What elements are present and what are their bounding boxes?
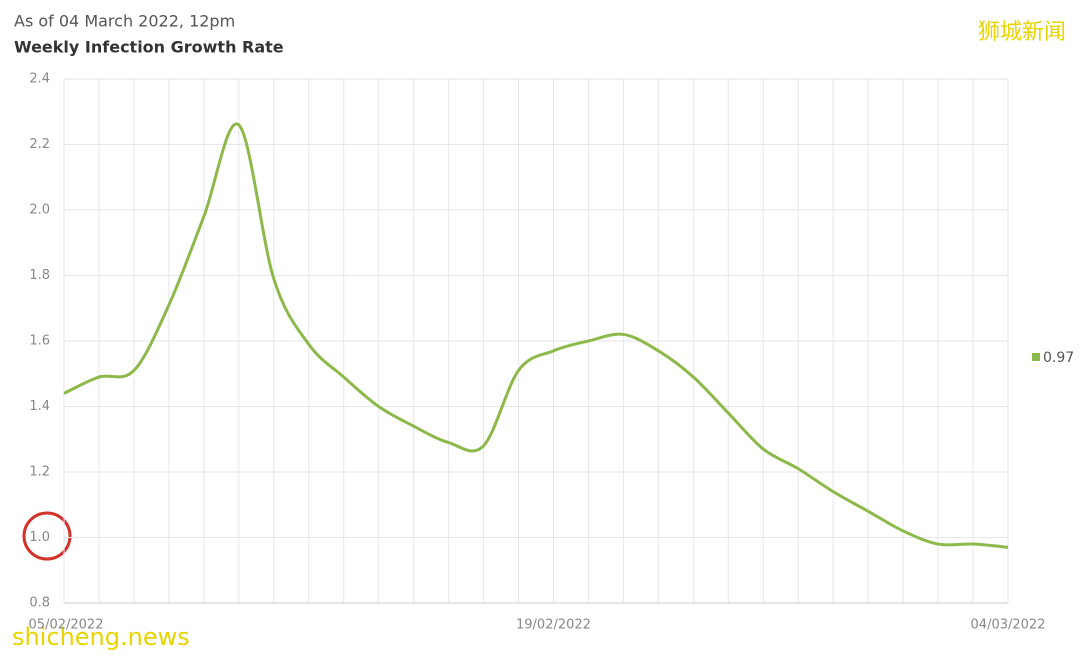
y-tick-label: 0.8 — [29, 596, 50, 611]
y-tick-label: 2.4 — [29, 72, 50, 87]
data-line — [63, 122, 1009, 549]
legend-label: 0.97 — [1043, 350, 1074, 366]
y-tick-label: 1.2 — [29, 465, 50, 480]
y-tick-label: 2.2 — [29, 137, 50, 152]
y-tick-label: 2.0 — [29, 203, 50, 218]
y-tick-label: 1.8 — [29, 268, 50, 283]
legend-swatch — [1032, 353, 1040, 361]
y-tick-label: 1.4 — [29, 399, 50, 414]
x-tick-label: 19/02/2022 — [516, 618, 591, 633]
x-tick-label: 05/02/2022 — [29, 618, 104, 633]
chart-title: Weekly Infection Growth Rate — [14, 38, 284, 57]
y-tick-label: 1.0 — [29, 530, 50, 545]
x-tick-label: 04/03/2022 — [971, 618, 1046, 633]
watermark: shicheng.news — [12, 623, 190, 651]
watermark: 狮城新闻 — [978, 20, 1066, 45]
chart-subtitle: As of 04 March 2022, 12pm — [14, 12, 235, 31]
y-tick-label: 1.6 — [29, 334, 50, 349]
highlight-circle — [22, 511, 72, 561]
